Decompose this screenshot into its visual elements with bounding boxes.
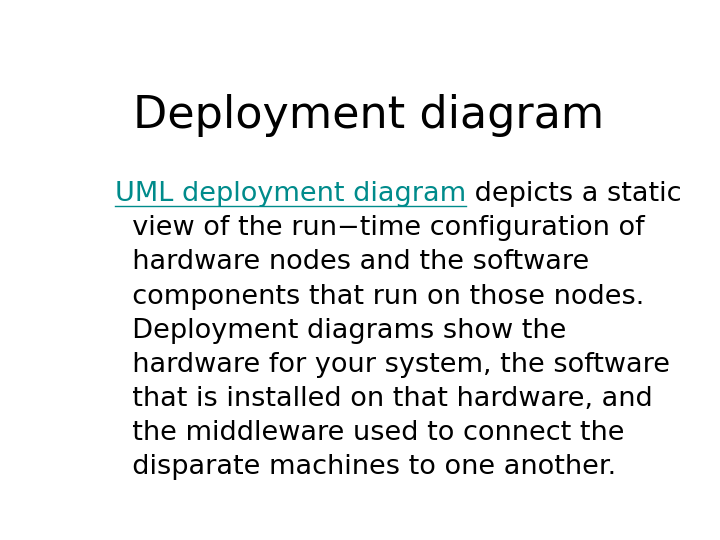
Text: components that run on those nodes.: components that run on those nodes. xyxy=(115,284,644,309)
Text: UML deployment diagram: UML deployment diagram xyxy=(115,181,467,207)
Text: Deployment diagram: Deployment diagram xyxy=(133,94,605,137)
Text: the middleware used to connect the: the middleware used to connect the xyxy=(115,420,625,446)
Text: hardware for your system, the software: hardware for your system, the software xyxy=(115,352,670,377)
Text: view of the run−time configuration of: view of the run−time configuration of xyxy=(115,215,644,241)
Text: that is installed on that hardware, and: that is installed on that hardware, and xyxy=(115,386,653,412)
Text: depicts a static: depicts a static xyxy=(467,181,682,207)
Text: Deployment diagrams show the: Deployment diagrams show the xyxy=(115,318,567,343)
Text: hardware nodes and the software: hardware nodes and the software xyxy=(115,249,590,275)
Text: disparate machines to one another.: disparate machines to one another. xyxy=(115,454,616,480)
